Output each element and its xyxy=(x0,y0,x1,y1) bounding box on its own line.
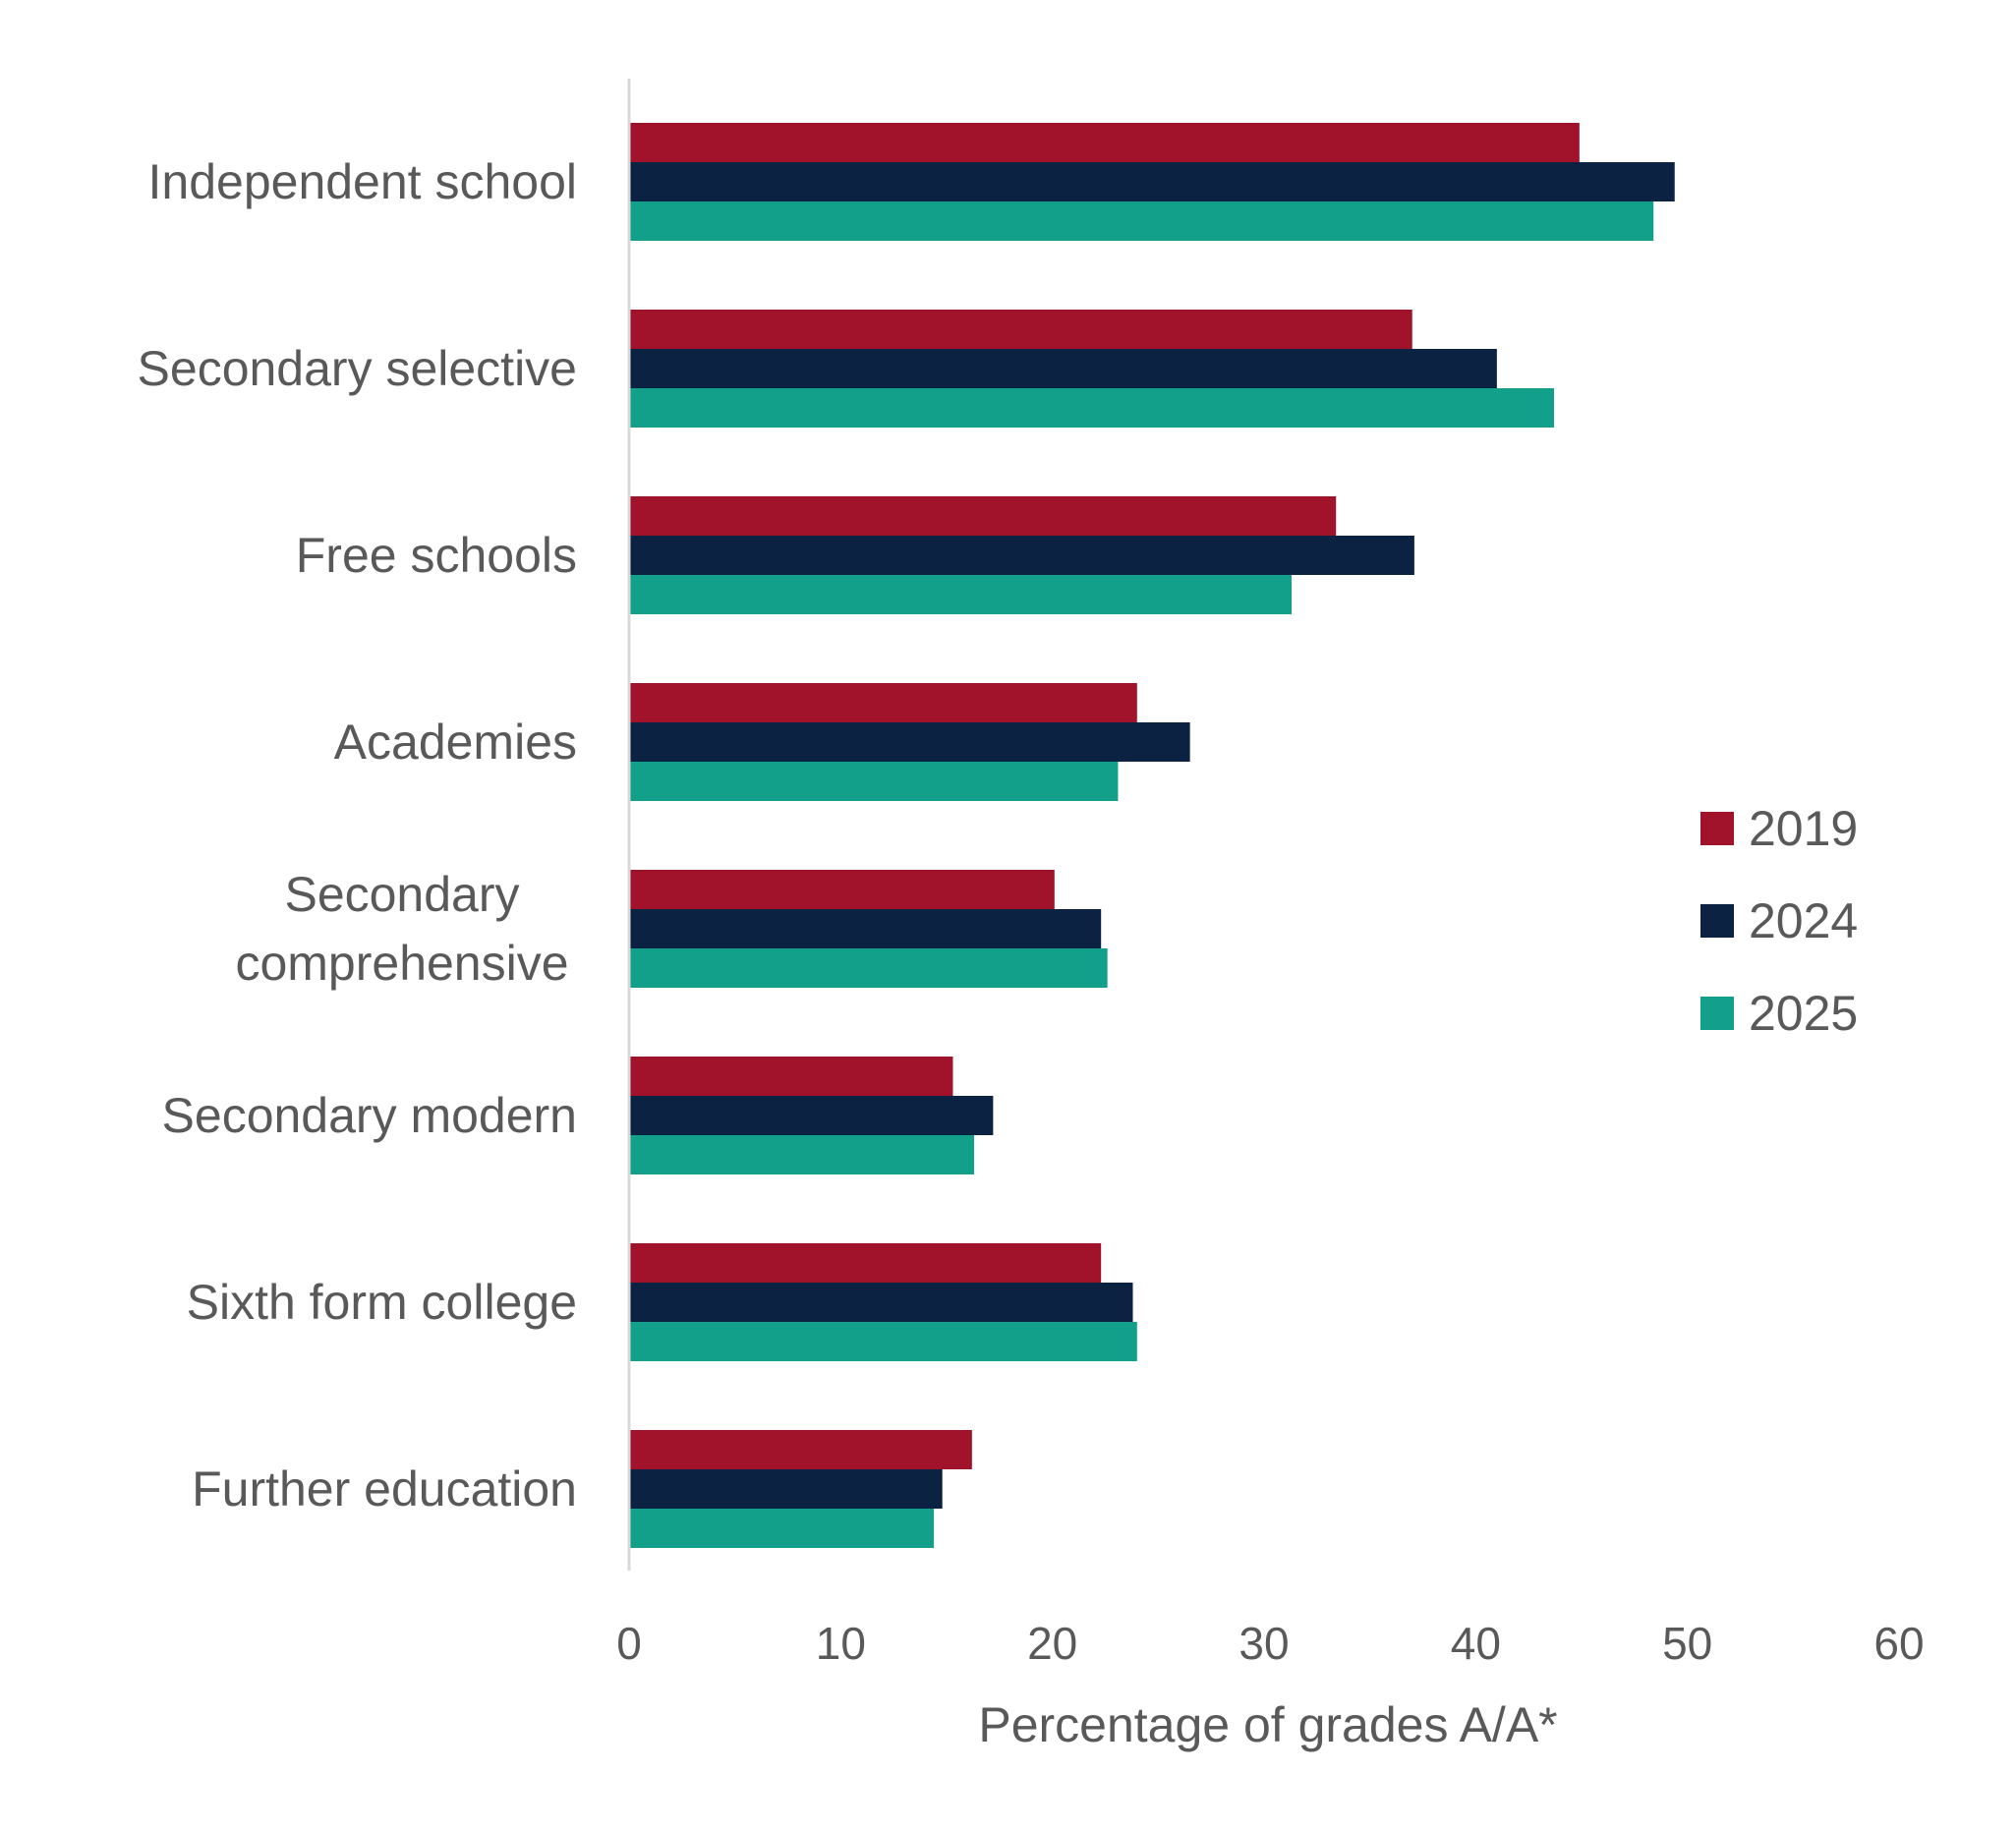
category-label-5: Secondary modern xyxy=(162,1088,577,1143)
bar-2025-5 xyxy=(629,1135,974,1174)
legend-label-2025: 2025 xyxy=(1749,986,1858,1041)
bar-2024-6 xyxy=(629,1283,1133,1322)
bar-2025-6 xyxy=(629,1322,1137,1361)
x-tick-label-6: 60 xyxy=(1873,1618,1924,1669)
bar-2025-7 xyxy=(629,1509,935,1548)
legend-swatch-2024 xyxy=(1700,904,1734,938)
bar-2019-4 xyxy=(629,870,1055,909)
category-label-4-line-0: Secondary xyxy=(284,867,519,922)
category-label-6: Sixth form college xyxy=(187,1275,577,1330)
bar-2024-4 xyxy=(629,909,1102,948)
category-label-2: Free schools xyxy=(296,528,577,583)
bar-2025-2 xyxy=(629,575,1292,614)
x-tick-label-4: 40 xyxy=(1451,1618,1501,1669)
category-label-7: Further education xyxy=(192,1461,577,1516)
bar-2019-5 xyxy=(629,1057,953,1096)
legend: 2019 2024 2025 xyxy=(1700,801,1858,1041)
category-labels: Independent school Secondary selective Fre… xyxy=(138,154,577,1516)
bar-2019-6 xyxy=(629,1243,1102,1283)
bar-2025-4 xyxy=(629,948,1108,988)
bar-2024-0 xyxy=(629,162,1675,201)
x-axis-ticks: 0 10 20 30 40 50 60 xyxy=(616,1618,1924,1669)
bar-2019-2 xyxy=(629,496,1337,536)
x-axis-title: Percentage of grades A/A* xyxy=(978,1697,1557,1752)
bar-2024-2 xyxy=(629,536,1414,575)
bar-2019-3 xyxy=(629,683,1137,722)
legend-swatch-2019 xyxy=(1700,812,1734,845)
legend-label-2019: 2019 xyxy=(1749,801,1858,856)
x-tick-label-5: 50 xyxy=(1662,1618,1712,1669)
category-label-0: Independent school xyxy=(148,154,577,209)
bar-2019-0 xyxy=(629,123,1580,162)
bar-2025-0 xyxy=(629,201,1654,241)
category-label-4-line-1: comprehensive xyxy=(235,936,568,991)
bar-2019-1 xyxy=(629,310,1412,349)
bar-2024-7 xyxy=(629,1469,943,1509)
bar-2019-7 xyxy=(629,1430,972,1469)
bar-2025-1 xyxy=(629,388,1555,428)
bars-layer xyxy=(629,123,1675,1548)
bar-2024-5 xyxy=(629,1096,994,1135)
x-tick-label-2: 20 xyxy=(1027,1618,1077,1669)
x-tick-label-3: 30 xyxy=(1238,1618,1289,1669)
legend-swatch-2025 xyxy=(1700,997,1734,1030)
category-label-3: Academies xyxy=(334,715,577,770)
category-label-1: Secondary selective xyxy=(138,341,577,396)
x-tick-label-0: 0 xyxy=(616,1618,642,1669)
bar-2025-3 xyxy=(629,762,1119,801)
legend-label-2024: 2024 xyxy=(1749,893,1858,948)
x-tick-label-1: 10 xyxy=(816,1618,866,1669)
bar-2024-3 xyxy=(629,722,1190,762)
bar-2024-1 xyxy=(629,349,1497,388)
